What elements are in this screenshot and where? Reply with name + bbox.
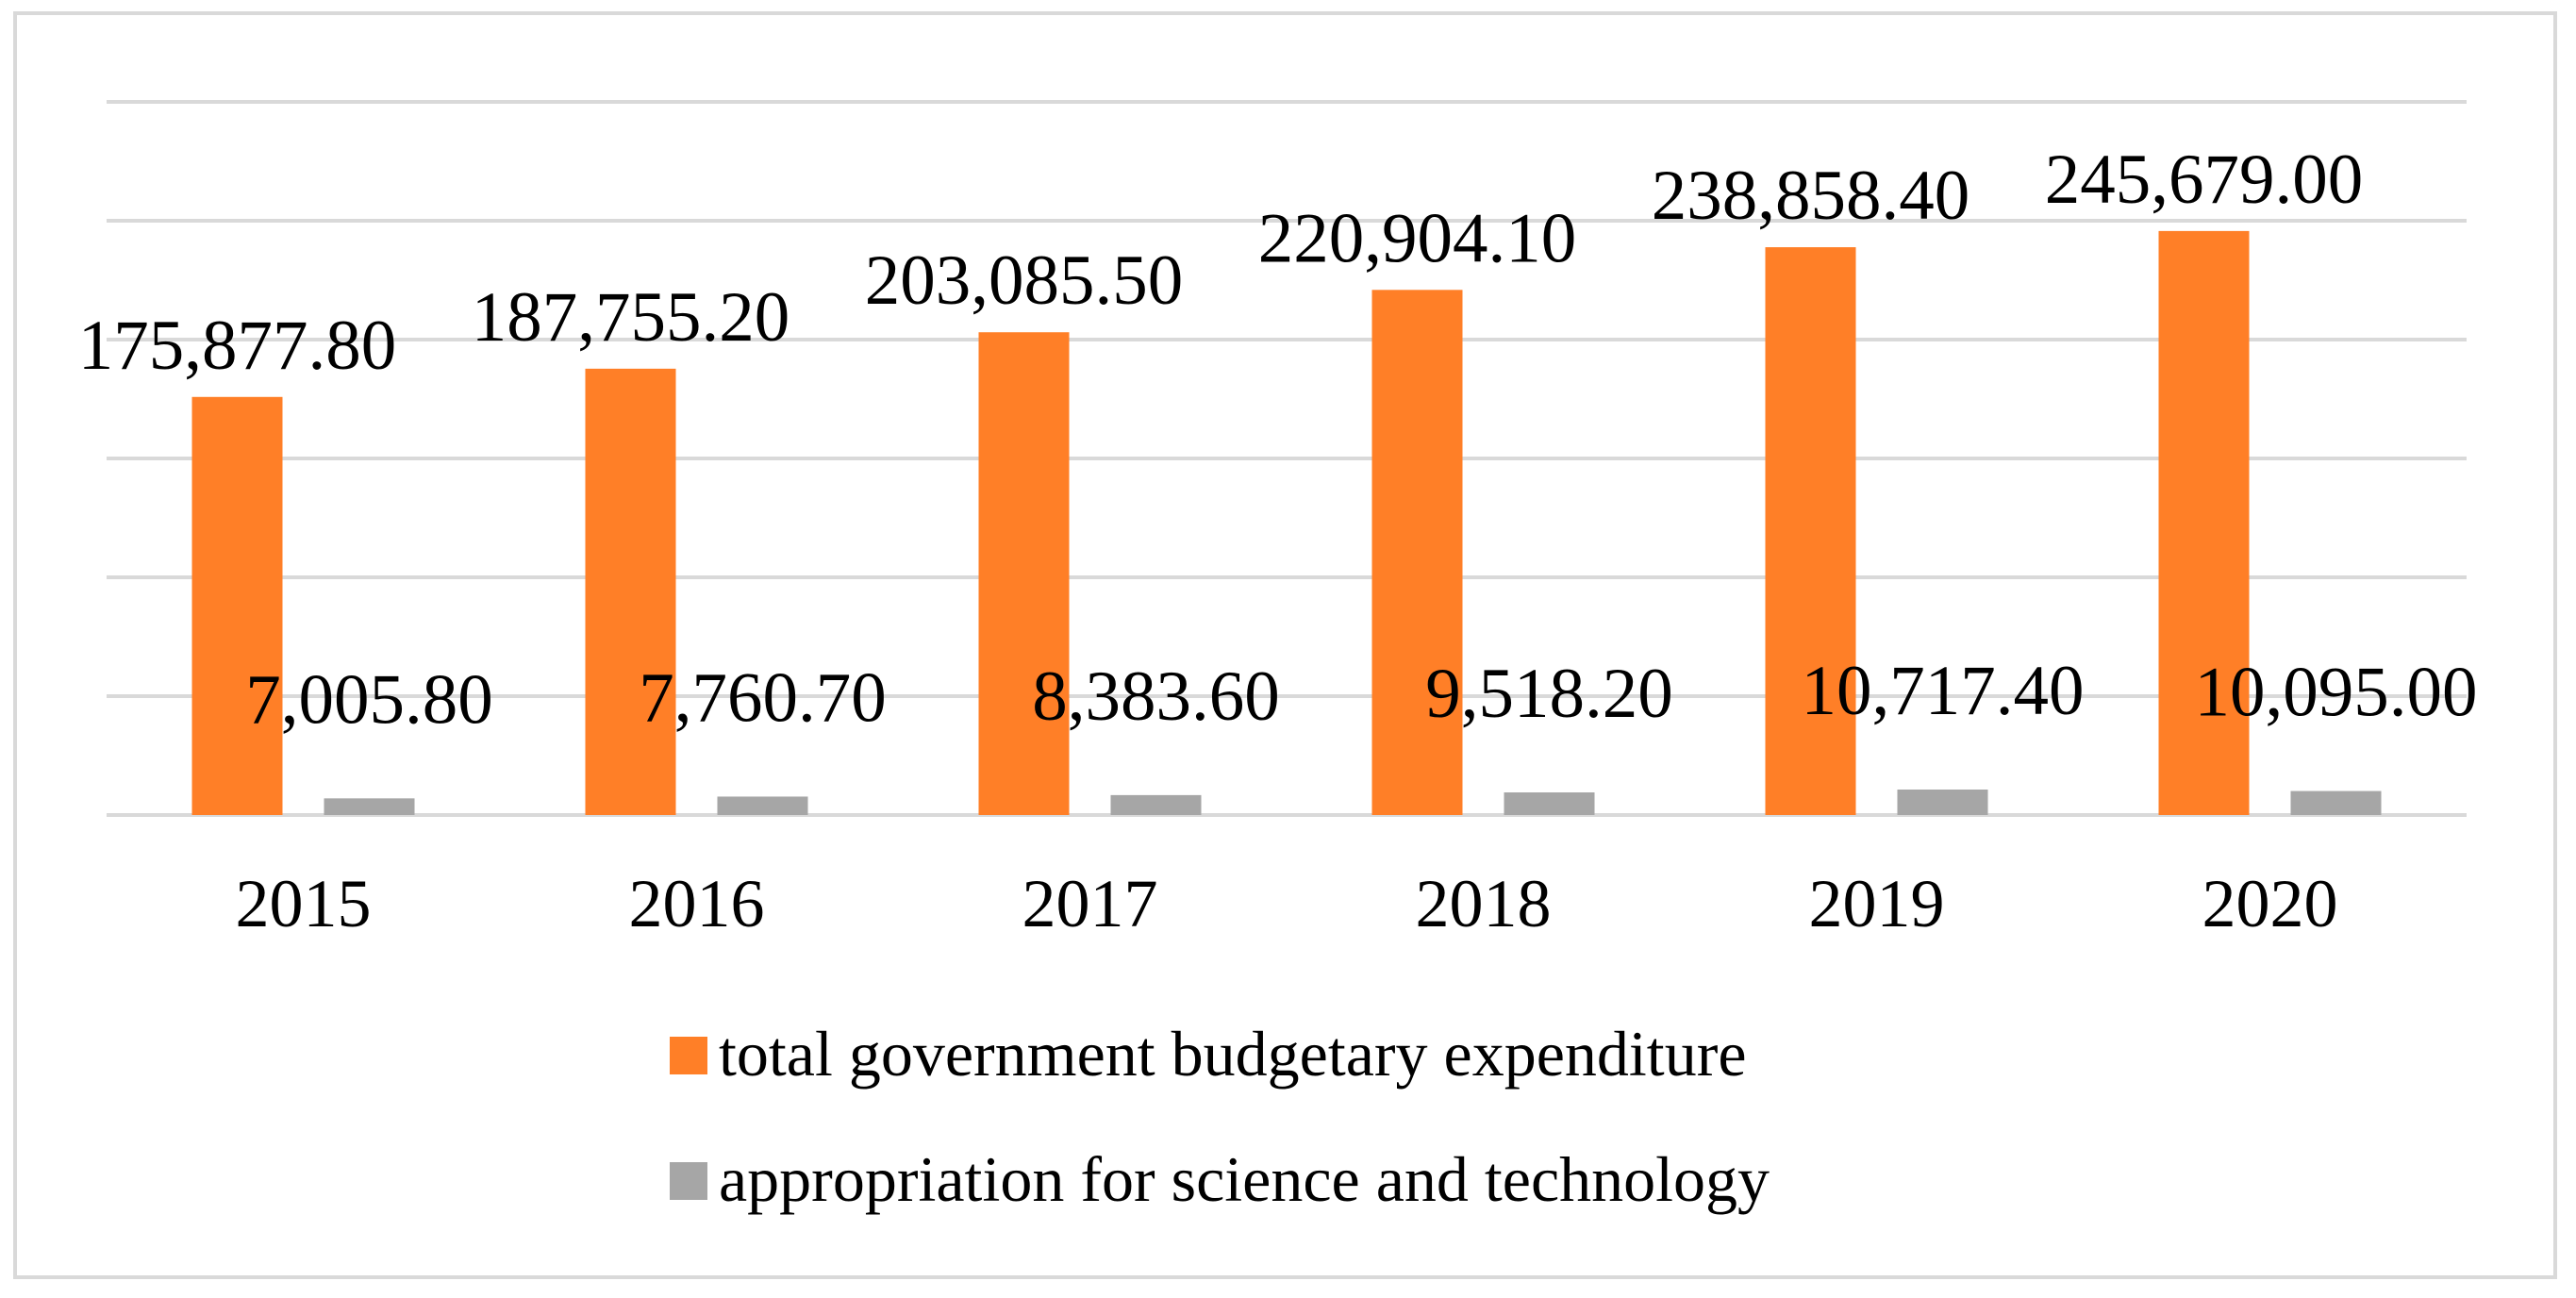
- legend-label-science: appropriation for science and technology: [719, 1143, 1770, 1215]
- x-tick-label-2019: 2019: [1809, 866, 1945, 941]
- legend-item-total[interactable]: total government budgetary expenditure: [670, 1018, 1747, 1090]
- bar-science-2015[interactable]: [324, 798, 415, 815]
- legend-item-science[interactable]: appropriation for science and technology: [670, 1143, 1770, 1215]
- data-label-total-2018: 220,904.10: [1258, 199, 1577, 277]
- bar-total-2015[interactable]: [191, 396, 283, 815]
- data-label-total-2015: 175,877.80: [78, 307, 397, 385]
- x-tick-label-2017: 2017: [1022, 866, 1158, 941]
- bar-total-2016[interactable]: [585, 368, 676, 815]
- x-tick-label-2015: 2015: [236, 866, 372, 941]
- data-label-total-2019: 238,858.40: [1652, 157, 1970, 235]
- legend-swatch-total: [670, 1037, 707, 1074]
- bar-total-2019[interactable]: [1765, 247, 1856, 815]
- data-label-science-2016: 7,760.70: [639, 658, 887, 737]
- bar-science-2018[interactable]: [1504, 792, 1595, 815]
- bar-total-2020[interactable]: [2158, 230, 2250, 815]
- x-tick-label-2020: 2020: [2202, 866, 2338, 941]
- legend: total government budgetary expenditure a…: [670, 1018, 1770, 1215]
- data-label-science-2020: 10,095.00: [2195, 654, 2478, 732]
- data-label-science-2019: 10,717.40: [1802, 652, 2085, 730]
- bar-science-2016[interactable]: [717, 796, 808, 815]
- data-label-science-2017: 8,383.60: [1032, 657, 1280, 736]
- bar-total-2017[interactable]: [978, 332, 1070, 815]
- legend-label-total: total government budgetary expenditure: [719, 1018, 1747, 1090]
- data-label-total-2017: 203,085.50: [865, 241, 1184, 320]
- gridlines: [107, 100, 2467, 817]
- x-tick-label-2016: 2016: [629, 866, 765, 941]
- x-tick-label-2018: 2018: [1416, 866, 1552, 941]
- data-labels: 175,877.80 7,005.80 187,755.20 7,760.70 203,…: [78, 141, 2478, 739]
- data-label-total-2016: 187,755.20: [472, 278, 790, 357]
- legend-swatch-science: [670, 1162, 707, 1200]
- x-axis-ticks: 2015 2016 2017 2018 2019 2020: [236, 866, 2338, 941]
- data-label-total-2020: 245,679.00: [2045, 141, 2364, 219]
- bar-science-2019[interactable]: [1897, 789, 1988, 815]
- bar-science-2017[interactable]: [1110, 794, 1202, 815]
- bar-science-2020[interactable]: [2290, 790, 2382, 815]
- data-label-science-2018: 9,518.20: [1425, 655, 1673, 733]
- bar-total-2018[interactable]: [1371, 290, 1463, 815]
- data-label-science-2015: 7,005.80: [245, 660, 493, 739]
- bars: [191, 230, 2382, 815]
